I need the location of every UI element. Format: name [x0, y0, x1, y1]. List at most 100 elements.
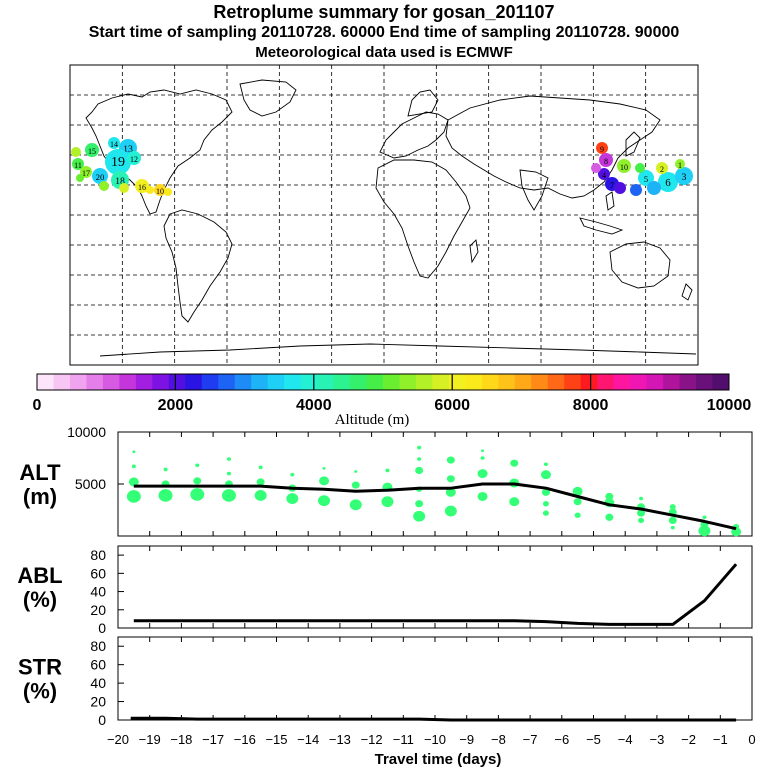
plume-cluster-mark [164, 188, 172, 196]
plume-cluster-label: 12 [130, 155, 138, 164]
plume-cluster-mark [119, 183, 129, 193]
colorbar-segment [168, 374, 186, 390]
colorbar-segment [481, 374, 499, 390]
coast-new-zealand [681, 283, 693, 301]
plume-cluster-mark [76, 174, 84, 182]
y-tick-label: 20 [90, 694, 106, 710]
altitude-scatter-point [541, 488, 550, 496]
met-data-line: Meteorological data used is ECMWF [255, 44, 513, 61]
altitude-scatter-point [131, 464, 136, 469]
x-tick-label: −13 [329, 732, 351, 747]
plume-cluster-mark [85, 143, 99, 157]
colorbar-segment [465, 374, 483, 390]
y-axis-unit: (%) [23, 679, 57, 704]
colorbar-segment [185, 374, 203, 390]
colorbar-segment [234, 374, 252, 390]
coast-japan [625, 131, 641, 157]
colorbar-segment [251, 374, 269, 390]
altitude-scatter-point [446, 456, 455, 464]
x-tick-label: −8 [491, 732, 506, 747]
colorbar-segment [218, 374, 236, 390]
x-tick-label: −20 [107, 732, 129, 747]
colorbar-segment [267, 374, 285, 390]
altitude-scatter-point [509, 497, 520, 507]
y-axis-unit: (m) [23, 484, 57, 509]
altitude-scatter-point [385, 468, 390, 473]
altitude-scatter-point [415, 466, 424, 475]
colorbar-segment [646, 374, 664, 390]
panel-frame [117, 545, 753, 629]
coast-australia [609, 241, 671, 289]
colorbar-segment [53, 374, 71, 390]
y-axis-label: ABL [17, 563, 62, 588]
plume-cluster-mark [617, 159, 631, 173]
altitude-scatter-point [195, 463, 200, 468]
x-tick-label: −19 [139, 732, 161, 747]
colorbar-tick-label: 2000 [158, 397, 194, 414]
plume-cluster-label: 6 [665, 177, 671, 189]
altitude-scatter-point [158, 489, 173, 502]
altitude-scatter-point [163, 467, 168, 472]
alt-series-line [133, 482, 737, 531]
colorbar-segment [498, 374, 516, 390]
altitude-scatter-point [126, 490, 141, 503]
colorbar-segment [547, 374, 565, 390]
retroplume-cluster-east: 98 4 10 7 5 6 3 2 1 [591, 142, 693, 196]
plume-cluster-label: 10 [620, 163, 628, 172]
altitude-scatter-point [193, 477, 202, 485]
altitude-scatter-point [415, 500, 424, 508]
altitude-scatter-point [128, 477, 139, 487]
plume-cluster-mark [154, 184, 166, 196]
altitude-scatter-point [290, 472, 295, 477]
altitude-scatter-point [669, 504, 676, 510]
colorbar-segment [284, 374, 302, 390]
altitude-scatter-point [481, 449, 485, 453]
x-tick-label: −4 [618, 732, 633, 747]
plume-cluster-label: 9 [600, 145, 604, 154]
altitude-scatter-point [702, 515, 707, 520]
plume-cluster-label: 18 [115, 176, 125, 187]
colorbar-segment [152, 374, 170, 390]
plume-cluster-mark [92, 168, 108, 184]
altitude-scatter-point [417, 457, 422, 461]
chart-title: Retroplume summary for gosan_201107 [213, 2, 555, 22]
plume-cluster-label: 19 [111, 155, 125, 170]
x-tick-label: −1 [713, 732, 728, 747]
colorbar-segment [712, 374, 730, 390]
colorbar-segment [119, 374, 137, 390]
plume-cluster-label: 5 [644, 174, 649, 184]
panel-str: 0 20 40 60 80 STR(%) [18, 636, 753, 728]
colorbar-segment [201, 374, 219, 390]
plume-cluster-mark [135, 179, 149, 193]
plume-cluster-label: 3 [682, 172, 687, 183]
colorbar-segment [317, 374, 335, 390]
altitude-scatter-point [417, 445, 422, 450]
x-tick-label: −12 [361, 732, 383, 747]
coast-antarctica [99, 343, 697, 357]
altitude-scatter-point [132, 450, 136, 454]
sampling-time-line: Start time of sampling 20110728. 60000 E… [88, 24, 680, 41]
colorbar-segment [679, 374, 697, 390]
y-tick-label: 20 [90, 602, 106, 618]
altitude-scatter-point [190, 488, 205, 501]
altitude-scatter-point [637, 509, 646, 517]
colorbar-segment [86, 374, 104, 390]
colorbar-segment [333, 374, 351, 390]
x-tick-label: −15 [265, 732, 287, 747]
altitude-scatter-point [322, 467, 326, 470]
x-tick-labels: −20 −19 −18 −17 −16 −15 −14 −13 −12 −11 −10 −9 −8 −7−… [107, 732, 756, 747]
altitude-scatter-point [540, 470, 551, 480]
plume-cluster-mark [635, 163, 645, 173]
y-tick-label: 0 [98, 620, 106, 636]
x-tick-label: 0 [748, 732, 755, 747]
colorbar-tick-label: 0 [33, 397, 42, 414]
altitude-scatter-point [668, 516, 677, 525]
plume-cluster-label: 11 [74, 161, 82, 170]
coast-madagascar [469, 239, 479, 264]
plume-cluster-mark [658, 172, 678, 192]
plume-cluster-label: 15 [88, 147, 96, 156]
altitude-scatter-point [226, 457, 231, 461]
altitude-scatter-point [413, 510, 426, 522]
